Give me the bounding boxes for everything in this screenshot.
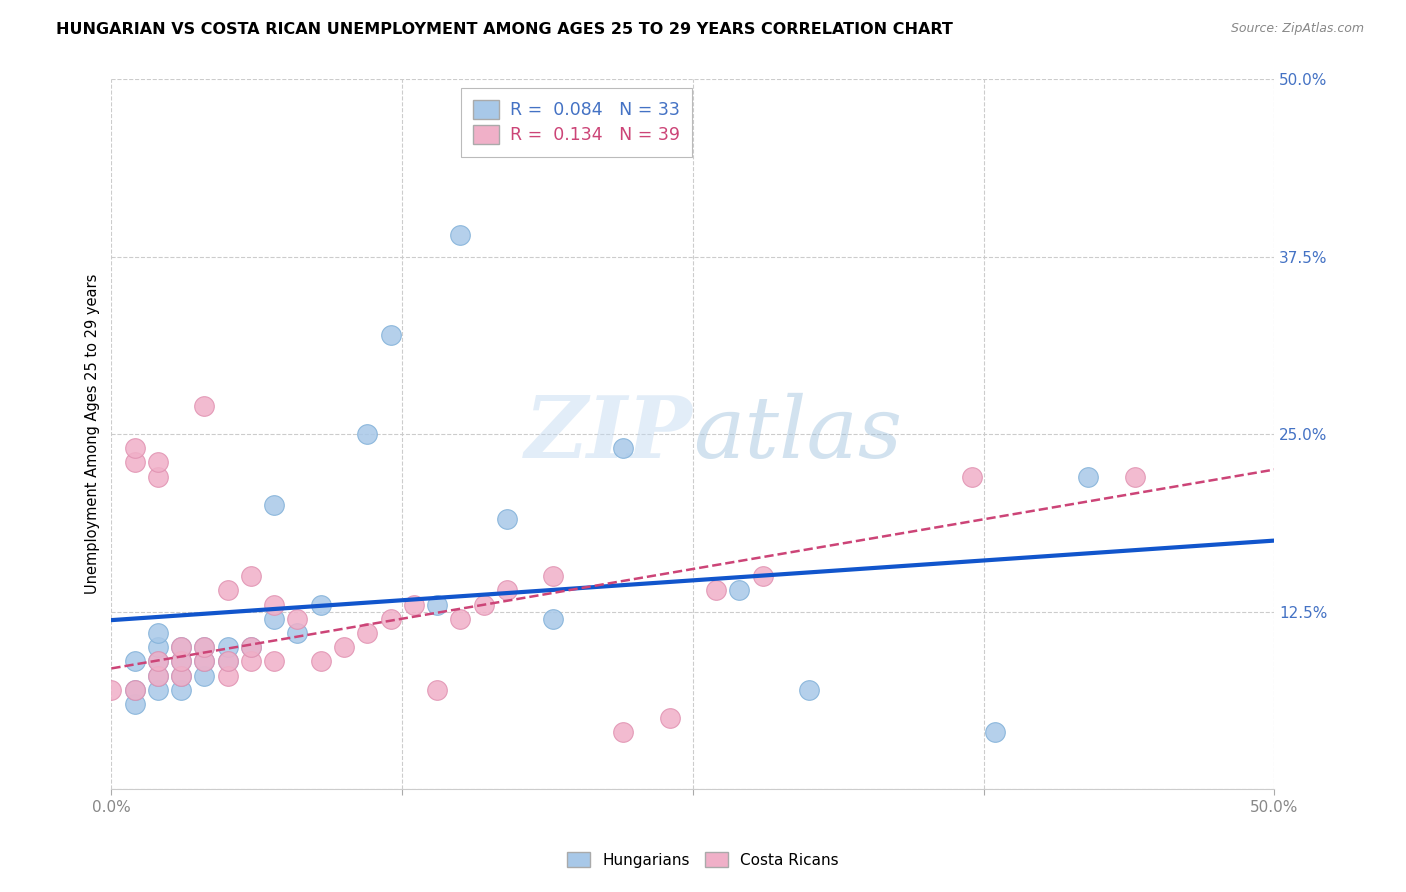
Point [146,654,169,668]
Point [124,682,146,697]
Point [356,427,378,442]
Legend: R =  0.084   N = 33, R =  0.134   N = 39: R = 0.084 N = 33, R = 0.134 N = 39 [461,87,692,157]
Point [193,640,215,654]
Point [287,612,309,626]
Point [100,682,122,697]
Point [612,725,634,739]
Point [146,455,169,469]
Point [239,640,262,654]
Point [146,682,169,697]
Point [193,654,215,668]
Point [380,612,402,626]
Point [170,668,193,682]
Point [124,455,146,469]
Point [960,469,983,483]
Point [217,640,239,654]
Point [799,682,821,697]
Point [263,654,285,668]
Point [146,626,169,640]
Text: atlas: atlas [693,392,903,475]
Point [263,598,285,612]
Point [239,654,262,668]
Y-axis label: Unemployment Among Ages 25 to 29 years: Unemployment Among Ages 25 to 29 years [86,274,100,594]
Point [751,569,773,583]
Point [287,626,309,640]
Point [124,682,146,697]
Point [1123,469,1146,483]
Point [356,626,378,640]
Point [380,327,402,342]
Point [146,654,169,668]
Point [1077,469,1099,483]
Point [472,598,495,612]
Point [728,583,751,598]
Point [309,598,332,612]
Point [146,640,169,654]
Point [170,640,193,654]
Point [170,668,193,682]
Point [124,442,146,456]
Point [263,498,285,512]
Point [217,668,239,682]
Point [124,654,146,668]
Text: HUNGARIAN VS COSTA RICAN UNEMPLOYMENT AMONG AGES 25 TO 29 YEARS CORRELATION CHAR: HUNGARIAN VS COSTA RICAN UNEMPLOYMENT AM… [56,22,953,37]
Text: ZIP: ZIP [524,392,693,475]
Point [239,640,262,654]
Point [402,598,425,612]
Point [449,228,471,243]
Point [170,654,193,668]
Point [193,654,215,668]
Point [426,598,449,612]
Point [543,569,565,583]
Point [193,668,215,682]
Point [495,512,517,526]
Point [146,668,169,682]
Point [146,469,169,483]
Point [449,612,471,626]
Text: Source: ZipAtlas.com: Source: ZipAtlas.com [1230,22,1364,36]
Point [170,682,193,697]
Point [239,569,262,583]
Point [170,640,193,654]
Point [612,442,634,456]
Point [309,654,332,668]
Point [658,711,681,725]
Point [984,725,1007,739]
Point [217,654,239,668]
Point [495,583,517,598]
Point [263,612,285,626]
Point [217,654,239,668]
Point [193,399,215,413]
Point [543,612,565,626]
Point [124,697,146,711]
Point [170,654,193,668]
Point [146,668,169,682]
Point [193,640,215,654]
Point [704,583,727,598]
Point [333,640,356,654]
Point [217,583,239,598]
Point [426,682,449,697]
Legend: Hungarians, Costa Ricans: Hungarians, Costa Ricans [561,846,845,873]
